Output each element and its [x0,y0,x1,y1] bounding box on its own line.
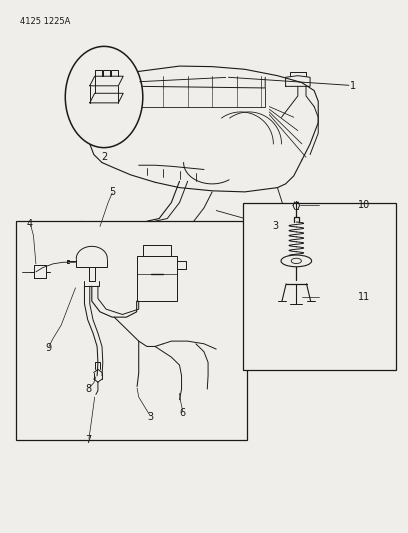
Text: 9: 9 [46,343,52,352]
Text: 2: 2 [101,152,107,162]
Text: 11: 11 [357,292,370,302]
Text: 10: 10 [357,200,370,211]
Text: 1: 1 [350,82,356,91]
Bar [16,221,247,440]
Circle shape [65,46,143,148]
Text: 5: 5 [109,187,115,197]
Text: 8: 8 [86,384,92,394]
Text: 3: 3 [147,412,153,422]
Bar [243,203,396,370]
Text: 4125 1225A: 4125 1225A [20,17,71,26]
Ellipse shape [281,255,312,266]
Text: 4: 4 [27,219,33,229]
Text: 6: 6 [180,408,186,418]
Text: 7: 7 [86,435,92,445]
Text: 3: 3 [273,221,279,231]
